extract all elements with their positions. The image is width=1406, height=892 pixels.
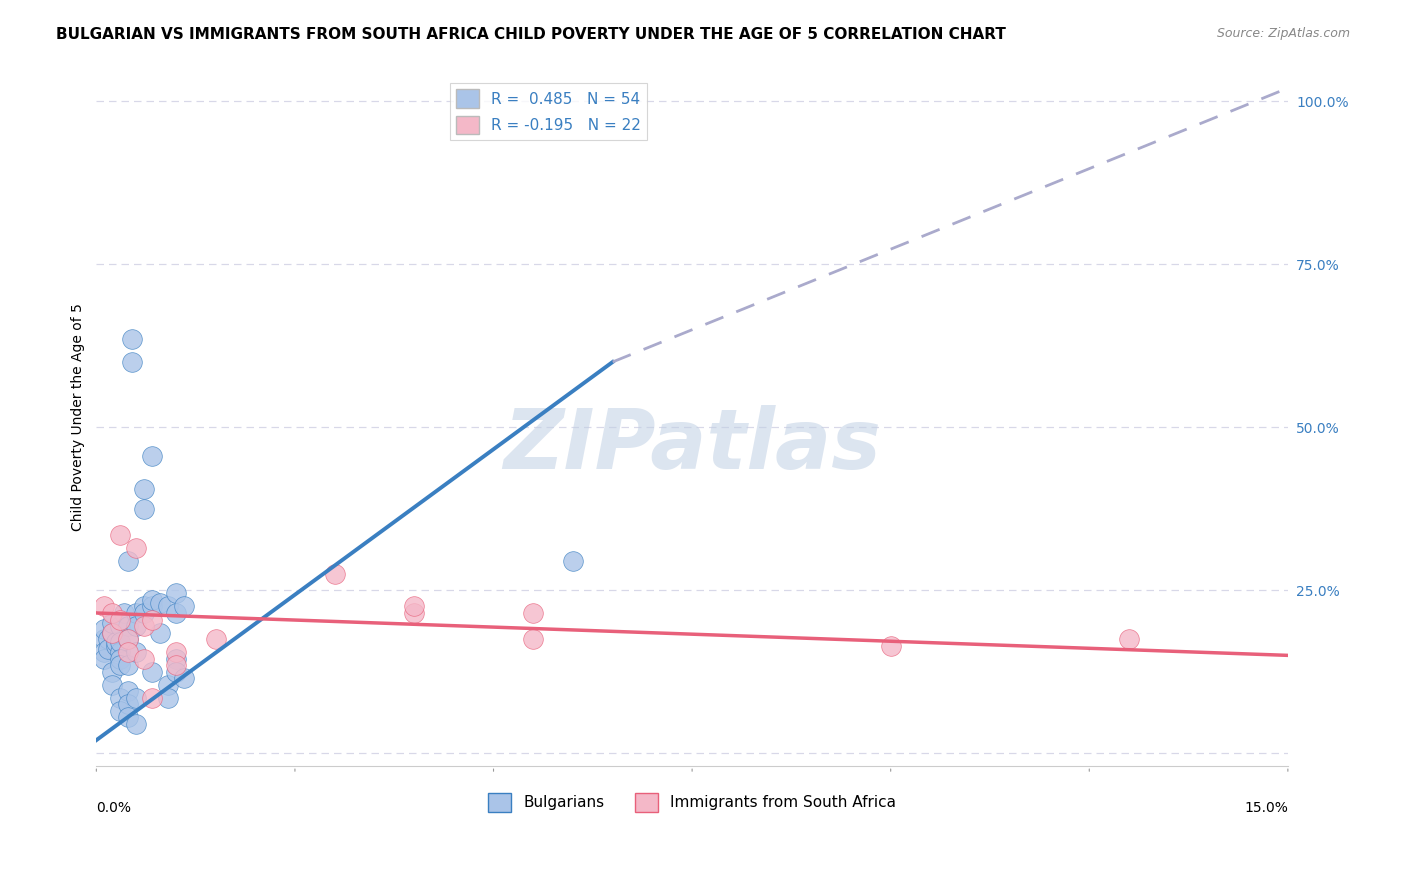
Point [108,645,131,659]
Point [132,599,155,614]
Point [173,671,195,685]
Point [522,606,544,620]
Point [108,613,131,627]
Point [101,625,124,640]
Point [132,606,155,620]
Point [132,501,155,516]
Point [173,599,195,614]
Point [117,684,139,698]
Point [156,599,179,614]
Point [149,596,172,610]
Point [117,554,139,568]
Y-axis label: Child Poverty Under the Age of 5: Child Poverty Under the Age of 5 [72,303,86,532]
Point [93,599,115,614]
Point [105,639,128,653]
Point [141,690,163,705]
Point [132,482,155,496]
Point [125,541,148,555]
Point [125,716,148,731]
Point [108,658,131,673]
Point [165,651,187,665]
Point [132,619,155,633]
Text: 15.0%: 15.0% [1244,801,1288,815]
Point [141,450,163,464]
Point [101,606,124,620]
Point [165,658,187,673]
Point [165,606,187,620]
Point [93,622,115,636]
Text: ZIPatlas: ZIPatlas [503,405,882,486]
Point [97,641,120,656]
Point [141,613,163,627]
Point [101,625,124,640]
Point [108,704,131,718]
Point [204,632,226,646]
Point [141,599,163,614]
Point [117,658,139,673]
Point [149,625,172,640]
Point [562,554,585,568]
Point [105,635,128,649]
Point [141,665,163,679]
Point [522,632,544,646]
Point [108,651,131,665]
Point [125,645,148,659]
Point [323,566,346,581]
Point [101,665,124,679]
Point [165,665,187,679]
Point [117,698,139,712]
Point [108,690,131,705]
Point [117,710,139,724]
Point [141,593,163,607]
Point [117,632,139,646]
Point [93,645,115,659]
Point [1118,632,1140,646]
Point [117,645,139,659]
Point [93,651,115,665]
Text: BULGARIAN VS IMMIGRANTS FROM SOUTH AFRICA CHILD POVERTY UNDER THE AGE OF 5 CORRE: BULGARIAN VS IMMIGRANTS FROM SOUTH AFRIC… [56,27,1007,42]
Legend: R =  0.485   N = 54, R = -0.195   N = 22: R = 0.485 N = 54, R = -0.195 N = 22 [450,83,647,140]
Point [156,690,179,705]
Point [97,632,120,646]
Point [101,615,124,630]
Point [108,527,131,541]
Point [117,632,139,646]
Point [165,586,187,600]
Point [404,606,426,620]
Text: Source: ZipAtlas.com: Source: ZipAtlas.com [1216,27,1350,40]
Point [101,678,124,692]
Point [93,632,115,646]
Point [112,606,135,620]
Point [121,332,143,346]
Point [125,690,148,705]
Point [117,619,139,633]
Point [125,606,148,620]
Point [404,599,426,614]
Text: 0.0%: 0.0% [97,801,131,815]
Point [121,355,143,369]
Point [165,645,187,659]
Point [125,619,148,633]
Point [108,619,131,633]
Point [156,678,179,692]
Point [108,635,131,649]
Point [879,639,901,653]
Point [132,651,155,665]
